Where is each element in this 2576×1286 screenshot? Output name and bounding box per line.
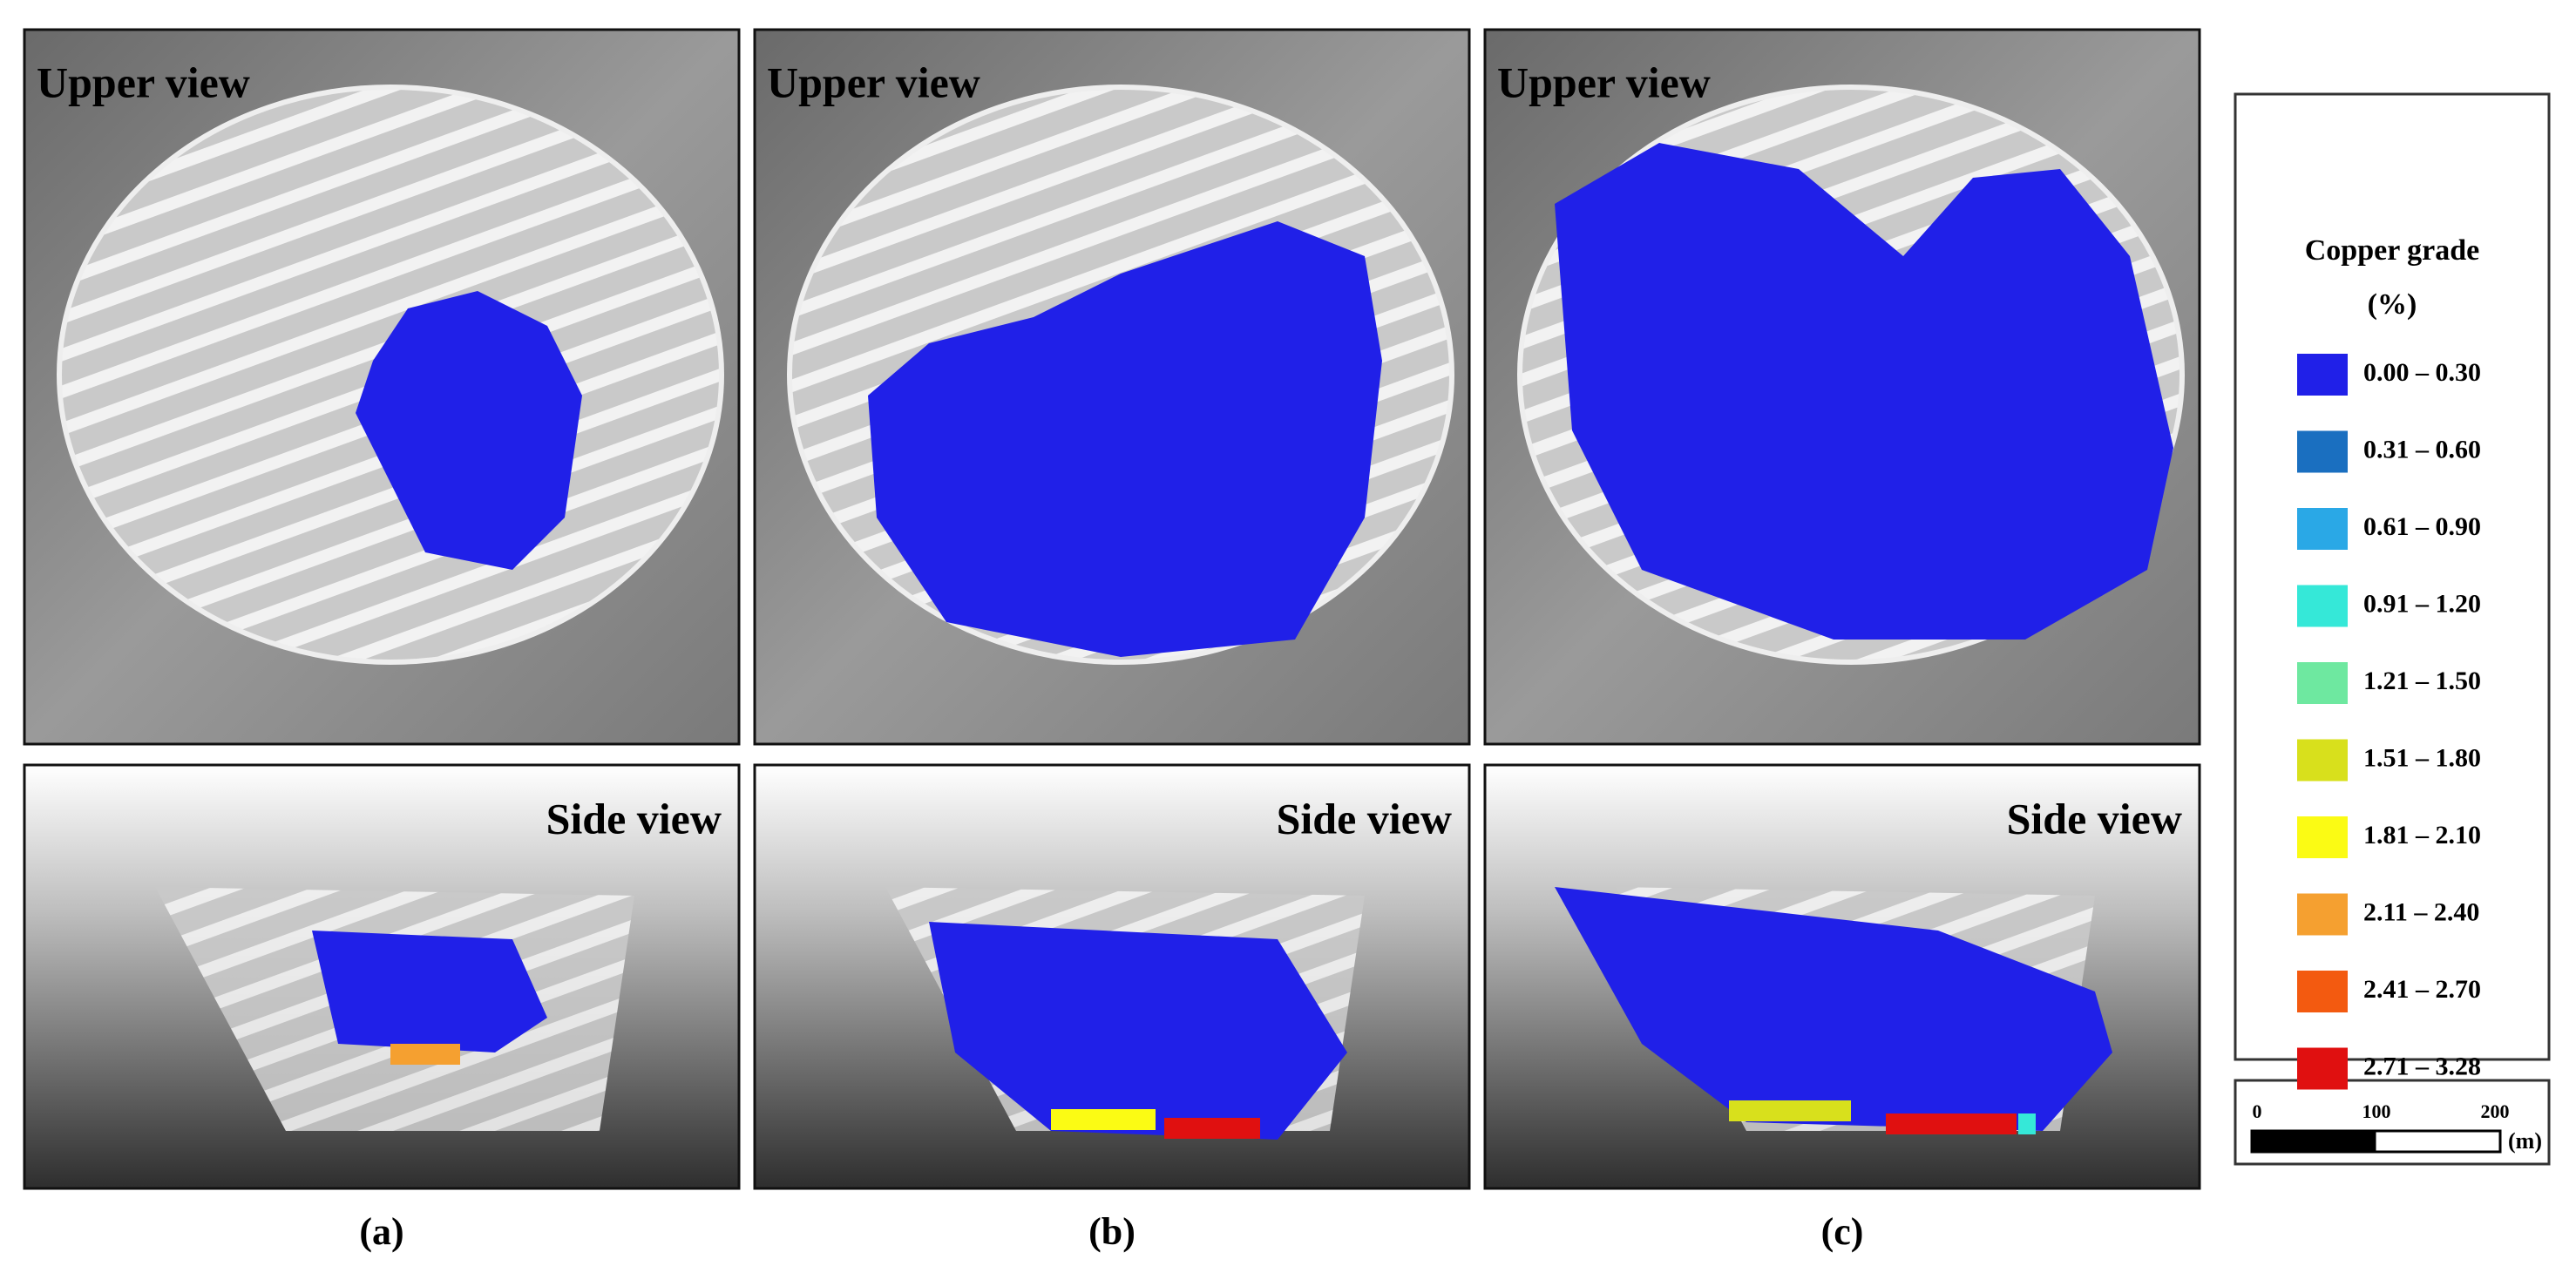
legend-title: Copper grade [2305, 234, 2480, 267]
legend-swatch [2297, 1047, 2348, 1090]
scale-tick: 100 [2362, 1100, 2391, 1122]
ore-blocks [868, 221, 1382, 657]
scale-bar [2250, 1129, 2502, 1154]
panel-label: (c) [1821, 1210, 1864, 1253]
legend-box [2234, 92, 2551, 1061]
high-grade-blocks [1886, 1113, 2017, 1134]
ore-section [1555, 887, 2112, 1131]
ore-blocks [1555, 143, 2173, 640]
legend-unit: (%) [2368, 288, 2417, 321]
legend-label: 2.71 – 3.28 [2363, 1052, 2481, 1080]
legend-swatch [2297, 893, 2348, 936]
side-view-title: Side view [1277, 794, 1452, 843]
legend-label: 1.51 – 1.80 [2363, 743, 2481, 772]
legend-label: 2.11 – 2.40 [2363, 897, 2479, 926]
legend-swatch [2297, 971, 2348, 1012]
legend-swatch [2297, 585, 2348, 627]
legend-label: 0.91 – 1.20 [2363, 589, 2481, 618]
legend-label: 2.41 – 2.70 [2363, 975, 2481, 1004]
high-grade-blocks [2018, 1113, 2036, 1134]
legend-label: 1.21 – 1.50 [2363, 667, 2481, 695]
legend-swatch [2297, 739, 2348, 782]
legend-swatch [2297, 430, 2348, 473]
upper-view-title: Upper view [1497, 58, 1711, 106]
panel-label: (b) [1088, 1210, 1135, 1253]
legend-swatch [2297, 662, 2348, 704]
legend-label: 0.31 – 0.60 [2363, 435, 2481, 464]
upper-view-title: Upper view [37, 58, 250, 106]
upper-view-title: Upper view [767, 58, 980, 106]
high-grade-blocks [1051, 1109, 1156, 1130]
ore-section [312, 931, 547, 1052]
legend-swatch [2297, 354, 2348, 396]
legend-label: 1.81 – 2.10 [2363, 821, 2481, 849]
ore-blocks [356, 291, 582, 570]
scale-tick: 200 [2481, 1100, 2510, 1122]
panel-label: (a) [359, 1210, 403, 1253]
scale-tick: 0 [2253, 1100, 2262, 1122]
legend-swatch [2297, 508, 2348, 550]
high-grade-blocks [1729, 1100, 1851, 1121]
legend-swatch [2297, 816, 2348, 858]
legend-label: 0.61 – 0.90 [2363, 512, 2481, 541]
high-grade-blocks [1164, 1118, 1260, 1139]
side-view-title: Side view [2007, 794, 2182, 843]
legend-label: 0.00 – 0.30 [2363, 358, 2481, 387]
ore-section [929, 922, 1347, 1140]
scale-unit: (m) [2508, 1128, 2542, 1154]
high-grade-blocks [390, 1044, 460, 1065]
side-view-title: Side view [546, 794, 722, 843]
